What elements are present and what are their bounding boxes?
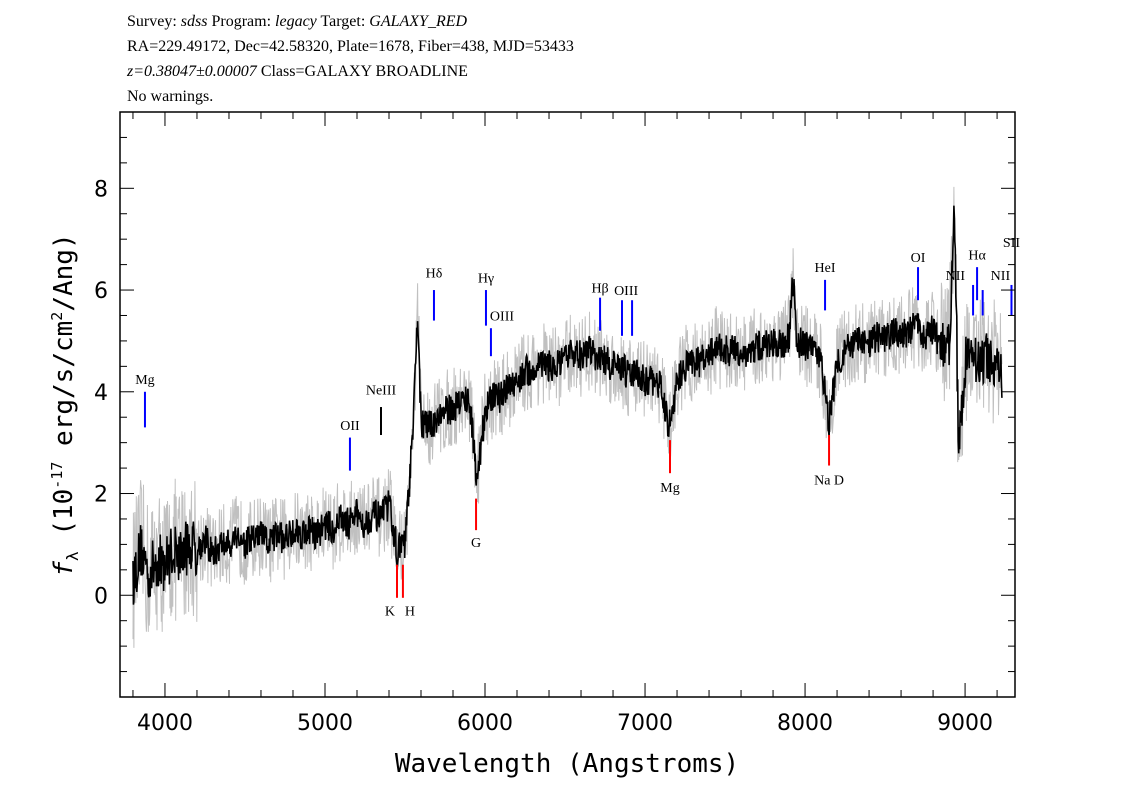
x-tick-label: 8000 bbox=[777, 711, 833, 736]
line-label: SII bbox=[1003, 236, 1020, 251]
x-tick-label: 9000 bbox=[937, 711, 993, 736]
line-label: OIII bbox=[490, 310, 514, 325]
error-band bbox=[132, 186, 1003, 648]
line-label: HeI bbox=[815, 261, 836, 276]
plot-frame bbox=[119, 111, 1016, 698]
y-tick-label: 4 bbox=[94, 381, 108, 406]
survey-value: sdss bbox=[180, 13, 208, 30]
y-tick-label: 2 bbox=[94, 483, 108, 508]
x-tick-label: 7000 bbox=[617, 711, 673, 736]
y-tick-label: 6 bbox=[94, 279, 108, 304]
class-value: Class=GALAXY BROADLINE bbox=[256, 63, 468, 80]
y-axis-label: fλ (10-17 erg/s/cm2/Ang) bbox=[48, 233, 82, 576]
x-tick-label: 4000 bbox=[137, 711, 193, 736]
program-label: Program: bbox=[207, 13, 276, 30]
line-label: Hδ bbox=[426, 266, 443, 281]
line-label: NII bbox=[946, 269, 966, 284]
target-value: GALAXY_RED bbox=[369, 13, 468, 30]
line-label: Mg bbox=[135, 373, 154, 388]
line-label: H bbox=[405, 605, 415, 620]
line-label: Mg bbox=[660, 481, 679, 496]
line-label: G bbox=[471, 536, 481, 551]
line-label: Na D bbox=[814, 473, 844, 488]
line-label: Hα bbox=[968, 249, 986, 264]
y-tick-label: 0 bbox=[94, 584, 108, 609]
line-label: OIII bbox=[614, 284, 638, 299]
error-band-trace bbox=[132, 186, 1003, 648]
program-value: legacy bbox=[275, 13, 317, 30]
x-tick-label: 6000 bbox=[457, 711, 513, 736]
x-axis-label: Wavelength (Angstroms) bbox=[395, 749, 739, 779]
header-line-redshift: z=0.38047±0.00007 Class=GALAXY BROADLINE bbox=[127, 61, 468, 83]
header-line-warnings: No warnings. bbox=[127, 88, 214, 105]
flux-line bbox=[132, 205, 1003, 605]
svg-text:fλ (10-17 erg/s/cm2/Ang): fλ (10-17 erg/s/cm2/Ang) bbox=[48, 233, 82, 576]
header-line-coords: RA=229.49172, Dec=42.58320, Plate=1678, … bbox=[127, 38, 574, 55]
line-label: NII bbox=[991, 269, 1011, 284]
header-line-survey: Survey: sdss Program: legacy Target: GAL… bbox=[127, 11, 467, 33]
survey-label: Survey: bbox=[127, 13, 181, 30]
axes: 4000 5000 6000 7000 8000 9000 0 2 4 6 8 bbox=[94, 111, 1016, 736]
line-label: OI bbox=[911, 251, 926, 266]
flux-series bbox=[132, 205, 1003, 605]
line-label: NeIII bbox=[366, 383, 397, 398]
line-label: OII bbox=[340, 419, 360, 434]
x-tick-label: 5000 bbox=[297, 711, 353, 736]
line-label: Hγ bbox=[478, 271, 494, 286]
target-label: Target: bbox=[316, 13, 370, 30]
line-label: Hβ bbox=[591, 282, 608, 297]
redshift-value: z=0.38047±0.00007 bbox=[127, 63, 257, 80]
y-tick-label: 8 bbox=[94, 177, 108, 202]
line-label: K bbox=[385, 605, 395, 620]
